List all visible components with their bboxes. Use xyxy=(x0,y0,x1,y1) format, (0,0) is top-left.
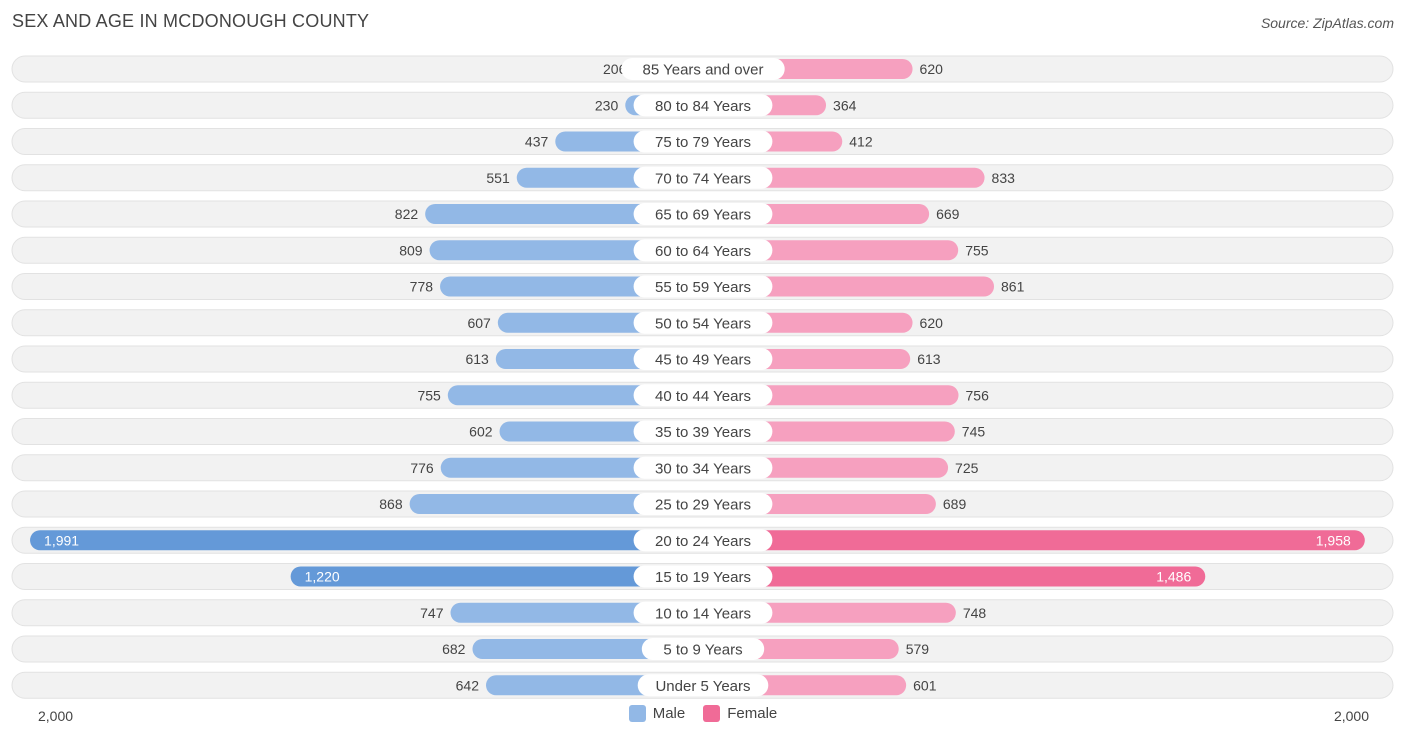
male-value-label: 822 xyxy=(395,206,419,222)
category-label-pill xyxy=(633,565,773,588)
category-label-pill xyxy=(633,493,773,515)
category-label-pill xyxy=(637,674,769,697)
category-label: 35 to 39 Years xyxy=(655,424,751,441)
female-value-label: 745 xyxy=(962,424,986,440)
female-value-label: 689 xyxy=(943,496,967,512)
category-label: Under 5 Years xyxy=(655,678,750,695)
legend: Male Female xyxy=(0,705,1406,722)
female-value-label: 364 xyxy=(833,97,857,113)
female-value-label: 755 xyxy=(965,242,989,258)
category-label: 45 to 49 Years xyxy=(655,352,751,369)
axis-label-right: 2,000 xyxy=(1334,708,1369,724)
category-label-pill xyxy=(621,58,785,80)
male-value-label: 230 xyxy=(595,97,619,113)
category-label: 70 to 74 Years xyxy=(655,170,751,187)
female-bar xyxy=(703,276,995,297)
male-value-label: 868 xyxy=(379,496,403,512)
female-value-label: 613 xyxy=(917,351,941,367)
male-value-label: 613 xyxy=(465,351,489,367)
category-label-pill xyxy=(633,420,773,443)
female-value-label: 601 xyxy=(913,677,937,693)
category-label: 75 to 79 Years xyxy=(655,134,751,151)
axis-label-left: 2,000 xyxy=(38,708,73,724)
female-value-label: 669 xyxy=(936,206,960,222)
category-label: 60 to 64 Years xyxy=(655,243,751,260)
category-label-pill xyxy=(633,130,773,153)
female-value-label: 579 xyxy=(906,641,930,657)
chart-title: SEX AND AGE IN MCDONOUGH COUNTY xyxy=(12,11,370,31)
category-label-pill xyxy=(633,239,773,262)
category-label: 10 to 14 Years xyxy=(655,605,751,622)
male-bar xyxy=(425,204,703,224)
male-value-label: 1,220 xyxy=(305,569,340,585)
category-label: 20 to 24 Years xyxy=(655,533,751,550)
category-label: 40 to 44 Years xyxy=(655,388,751,405)
female-value-label: 725 xyxy=(955,460,979,476)
category-label-pill xyxy=(633,275,773,298)
category-label: 55 to 59 Years xyxy=(655,279,751,296)
category-label-pill xyxy=(633,529,773,552)
category-label: 25 to 29 Years xyxy=(655,497,751,514)
legend-swatch-male xyxy=(628,705,646,722)
male-value-label: 206 xyxy=(603,61,627,77)
category-label: 80 to 84 Years xyxy=(655,98,751,115)
female-value-label: 1,486 xyxy=(1156,569,1191,585)
category-label: 65 to 69 Years xyxy=(655,207,751,224)
female-value-label: 620 xyxy=(920,61,944,77)
source-note: Source: ZipAtlas.com xyxy=(1260,15,1394,31)
legend-item-male: Male xyxy=(628,705,686,722)
legend-swatch-female xyxy=(703,705,721,722)
category-label: 50 to 54 Years xyxy=(655,315,751,332)
female-value-label: 412 xyxy=(849,134,873,150)
male-value-label: 747 xyxy=(420,605,444,621)
male-value-label: 755 xyxy=(417,387,441,403)
category-label-pill xyxy=(633,456,773,479)
male-value-label: 602 xyxy=(469,424,493,440)
male-value-label: 776 xyxy=(410,460,434,476)
male-value-label: 682 xyxy=(442,641,466,657)
female-value-label: 833 xyxy=(992,170,1016,186)
female-value-label: 1,958 xyxy=(1316,532,1351,548)
category-label-pill xyxy=(633,348,773,370)
category-label-pill xyxy=(641,638,765,660)
female-value-label: 756 xyxy=(966,387,990,403)
category-label-pill xyxy=(633,94,773,117)
female-bar xyxy=(703,167,985,188)
legend-label-male: Male xyxy=(652,705,686,722)
female-value-label: 620 xyxy=(920,315,944,331)
category-label-pill xyxy=(633,311,773,334)
male-bar xyxy=(409,494,703,514)
category-label-pill xyxy=(633,166,773,189)
male-value-label: 437 xyxy=(525,134,549,150)
male-bar xyxy=(429,240,703,261)
female-value-label: 861 xyxy=(1001,279,1025,295)
male-bar xyxy=(290,566,703,587)
male-bar xyxy=(30,530,704,551)
female-bar xyxy=(703,530,1365,551)
legend-item-female: Female xyxy=(703,705,777,722)
category-label-pill xyxy=(633,601,773,624)
category-label: 15 to 19 Years xyxy=(655,569,751,586)
category-label-pill xyxy=(633,384,773,407)
female-value-label: 748 xyxy=(963,605,987,621)
category-label: 30 to 34 Years xyxy=(655,460,751,477)
male-value-label: 1,991 xyxy=(44,532,79,548)
category-label: 85 Years and over xyxy=(643,62,764,79)
male-value-label: 642 xyxy=(456,677,480,693)
male-value-label: 778 xyxy=(410,279,434,295)
male-value-label: 551 xyxy=(486,170,510,186)
category-label-pill xyxy=(633,203,773,225)
category-label: 5 to 9 Years xyxy=(663,642,742,659)
male-value-label: 809 xyxy=(399,242,423,258)
legend-label-female: Female xyxy=(727,705,778,722)
female-bar xyxy=(703,566,1206,587)
male-value-label: 607 xyxy=(467,315,491,331)
